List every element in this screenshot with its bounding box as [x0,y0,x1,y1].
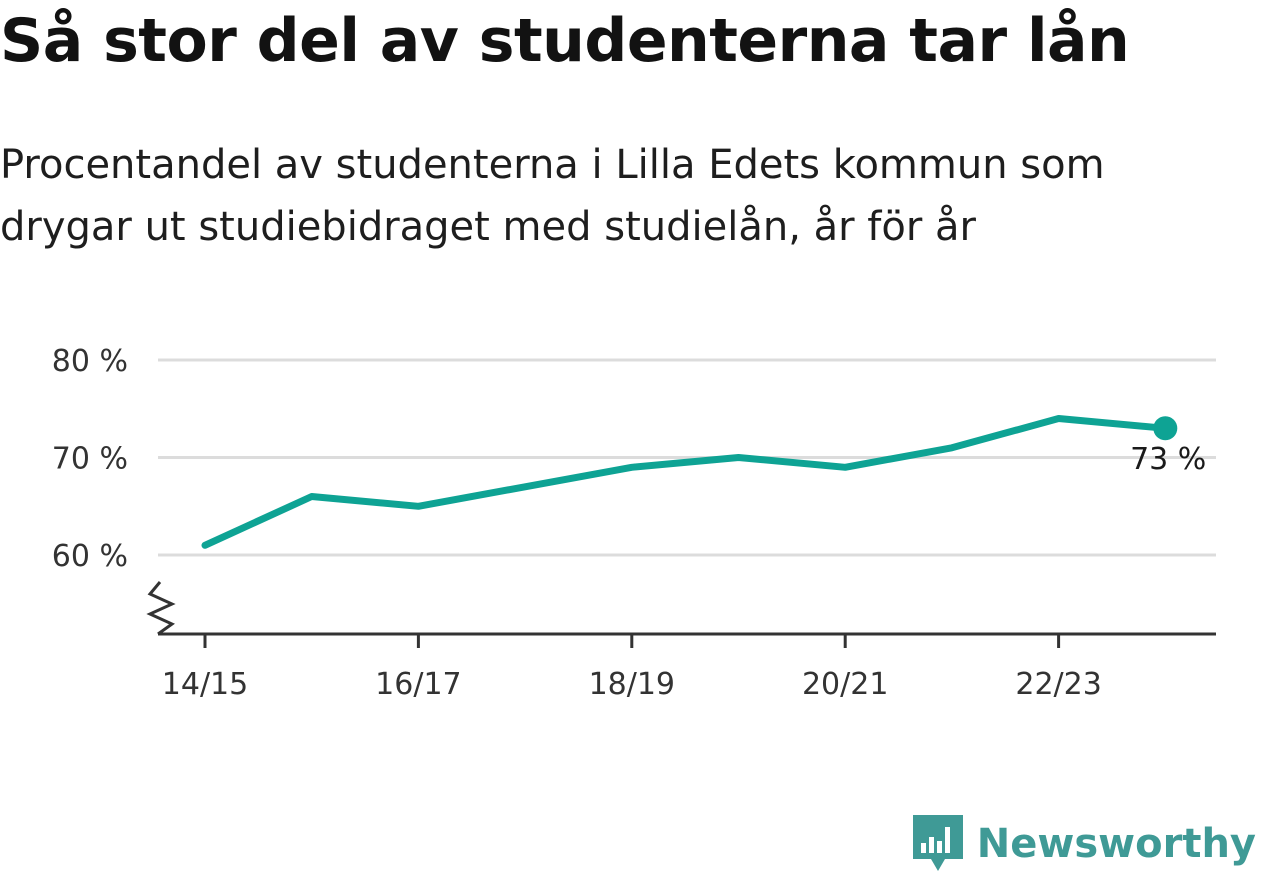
y-tick-label: 70 % [52,442,128,477]
data-point [844,466,847,469]
last-point-marker [1153,416,1178,441]
axis-break-icon [146,581,176,636]
data-point [524,485,527,488]
x-tick-label: 14/15 [162,667,248,702]
newsworthy-logo: Newsworthy [912,815,1256,873]
x-tick-label: 22/23 [1015,667,1101,702]
data-point [417,505,420,508]
logo-text: Newsworthy [976,821,1256,867]
x-tick-label: 16/17 [375,667,461,702]
data-point [310,495,313,498]
x-tick-label: 18/19 [589,667,675,702]
data-point [737,456,740,459]
line-chart: 60 % 70 % 80 % 14/15 16/17 18/19 20/21 22/23 73 … [52,344,1216,702]
bar-chart-badge-icon [912,815,963,871]
y-tick-label: 80 % [52,344,128,379]
chart-subtitle: Procentandel av studenterna i Lilla Edet… [0,142,1105,250]
data-point [630,466,633,469]
data-point [950,446,953,449]
series-line [201,415,1169,549]
chart-title: Så stor del av studenterna tar lån [0,6,1130,76]
y-tick-label: 60 % [52,539,128,574]
data-point [204,544,206,547]
last-value-label: 73 % [1130,442,1206,477]
x-tick-label: 20/21 [802,667,888,702]
data-point [1057,417,1060,420]
